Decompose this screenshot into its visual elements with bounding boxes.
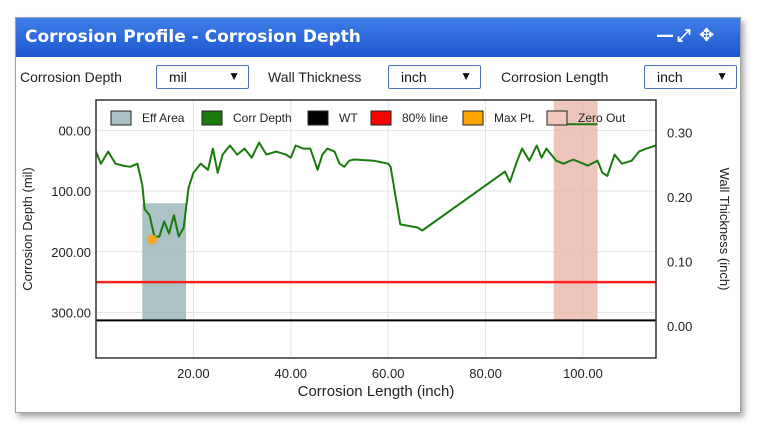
legend-swatch bbox=[546, 110, 568, 126]
chevron-down-icon: ▼ bbox=[228, 69, 240, 83]
y2-tick-label: 0.20 bbox=[667, 190, 692, 205]
legend-swatch bbox=[370, 110, 392, 126]
max-point-marker bbox=[147, 234, 157, 245]
corrosion-length-unit-value: inch bbox=[657, 69, 683, 85]
x-axis-title: Corrosion Length (inch) bbox=[298, 383, 455, 400]
panel-title: Corrosion Profile - Corrosion Depth bbox=[25, 27, 361, 47]
x-tick-label: 80.00 bbox=[469, 366, 502, 381]
y2-axis-title: Wall Thickness (inch) bbox=[717, 168, 732, 291]
y-tick-label: 00.00 bbox=[58, 123, 91, 138]
corrosion-length-label: Corrosion Length bbox=[501, 69, 609, 85]
expand-icon[interactable]: ⤢ bbox=[677, 26, 691, 46]
panel-titlebar[interactable]: Corrosion Profile - Corrosion Depth — ⤢ … bbox=[16, 18, 740, 57]
y2-tick-label: 0.30 bbox=[667, 125, 692, 140]
y-tick-label: 200.00 bbox=[51, 245, 91, 260]
wall-thickness-label: Wall Thickness bbox=[268, 69, 362, 85]
plot-frame bbox=[95, 99, 657, 359]
y2-tick-label: 0.10 bbox=[667, 254, 692, 269]
minimize-icon[interactable]: — bbox=[656, 25, 674, 46]
legend-swatch bbox=[110, 110, 132, 126]
corr-depth-series-line bbox=[95, 141, 657, 238]
y-axis-title: Corrosion Depth (mil) bbox=[20, 167, 35, 291]
legend-label: WT bbox=[339, 111, 358, 125]
corrosion-depth-label: Corrosion Depth bbox=[20, 69, 122, 85]
corrosion-profile-panel: Corrosion Profile - Corrosion Depth — ⤢ … bbox=[15, 17, 741, 413]
move-icon[interactable]: ✥ bbox=[699, 25, 715, 46]
x-tick-label: 20.00 bbox=[177, 366, 210, 381]
corrosion-depth-unit-select[interactable]: mil ▼ bbox=[156, 65, 249, 89]
legend-label: 80% line bbox=[402, 111, 448, 125]
legend-swatch bbox=[462, 110, 484, 126]
x-tick-label: 100.00 bbox=[563, 366, 603, 381]
y-tick-label: 300.00 bbox=[51, 305, 91, 320]
legend-label: Corr Depth bbox=[233, 111, 292, 125]
legend-swatch bbox=[307, 110, 329, 126]
x-tick-label: 40.00 bbox=[275, 366, 308, 381]
x-tick-label: 60.00 bbox=[372, 366, 405, 381]
legend-label: Eff Area bbox=[142, 111, 185, 125]
corrosion-length-unit-select[interactable]: inch ▼ bbox=[644, 65, 737, 89]
legend-label: Max Pt. bbox=[494, 111, 535, 125]
chevron-down-icon: ▼ bbox=[716, 69, 728, 83]
y-tick-label: 100.00 bbox=[51, 184, 91, 199]
wall-thickness-unit-value: inch bbox=[401, 69, 427, 85]
corrosion-chart: 20.00 40.00 60.00 80.00 100.00 00.00 100.00 200… bbox=[20, 99, 732, 400]
zero-out-region bbox=[553, 100, 598, 321]
y2-tick-label: 0.00 bbox=[667, 319, 692, 334]
wall-thickness-unit-select[interactable]: inch ▼ bbox=[388, 65, 481, 89]
corrosion-depth-unit-value: mil bbox=[169, 69, 187, 85]
chevron-down-icon: ▼ bbox=[460, 69, 472, 83]
legend-label: Zero Out bbox=[578, 111, 626, 125]
legend-swatch bbox=[201, 110, 223, 126]
